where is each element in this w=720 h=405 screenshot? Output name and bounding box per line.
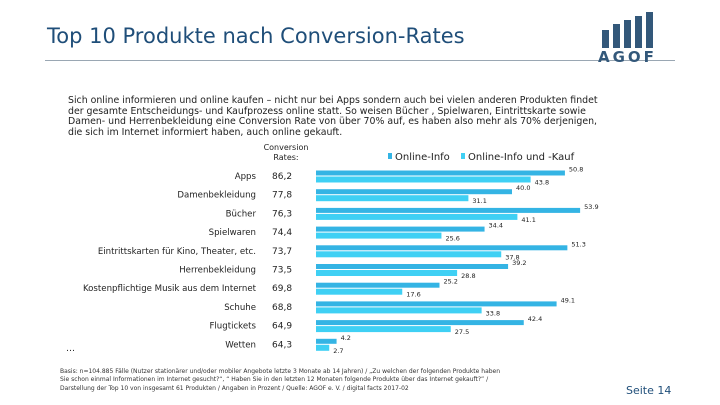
value-label-online-info-kauf-flugtickets: 27.5 — [455, 328, 469, 336]
intro-text: Sich online informieren und online kaufe… — [68, 95, 668, 138]
value-label-online-info-kauf-eintrittskarten-fuer-kino-theater-etc: 37.8 — [505, 253, 519, 261]
bar-online-info-kauf-kostenpflichtige-musik-aus-dem-internet — [316, 288, 403, 295]
legend-item-online-info: Online-Info — [388, 152, 450, 163]
category-label-eintrittskarten-fuer-kino-theater-etc: Eintrittskarten für Kino, Theater, etc. — [98, 247, 256, 257]
page-title: Top 10 Produkte nach Conversion-Rates — [47, 24, 465, 48]
bar-online-info-spielwaren — [316, 226, 485, 232]
value-label-online-info-herrenbekleidung: 39.2 — [512, 259, 526, 267]
bar-online-info-kauf-buecher — [316, 213, 518, 220]
footnote-line: Sie schon einmal Informationen im Intern… — [60, 376, 489, 384]
chart-legend: Online-Info Online-Info und -Kauf — [388, 152, 582, 163]
bar-online-info-kauf-spielwaren — [316, 232, 442, 239]
value-label-online-info-buecher: 53.9 — [584, 203, 598, 211]
value-label-online-info-kauf-kostenpflichtige-musik-aus-dem-internet: 17.6 — [406, 291, 420, 299]
bar-online-info-buecher — [316, 207, 581, 213]
category-label-wetten: Wetten — [225, 340, 256, 350]
legend-swatch — [460, 153, 465, 159]
bar-online-info-schuhe — [316, 301, 557, 307]
value-label-online-info-damenbekleidung: 40.0 — [516, 184, 530, 192]
bar-online-info-kostenpflichtige-musik-aus-dem-internet — [316, 282, 440, 288]
conversion-rate-spielwaren: 74,4 — [272, 228, 292, 238]
conversion-rate-schuhe: 68,8 — [272, 303, 292, 313]
category-label-herrenbekleidung: Herrenbekleidung — [179, 266, 256, 276]
conversion-rate-eintrittskarten-fuer-kino-theater-etc: 73,7 — [272, 247, 292, 257]
value-label-online-info-kauf-herrenbekleidung: 28.8 — [461, 272, 475, 280]
category-label-schuhe: Schuhe — [224, 303, 256, 313]
page-number: Seite 14 — [626, 384, 672, 397]
value-label-online-info-spielwaren: 34.4 — [489, 222, 503, 230]
value-label-online-info-kauf-apps: 43.8 — [535, 179, 549, 187]
intro-line: Sich online informieren und online kaufe… — [68, 95, 598, 106]
title-divider — [45, 60, 675, 61]
conversion-rate-damenbekleidung: 77,8 — [272, 191, 292, 201]
agof-logo-bars-icon — [602, 12, 653, 48]
value-label-online-info-flugtickets: 42.4 — [528, 315, 542, 323]
conversion-rates-header: Conversion Rates: — [263, 143, 309, 162]
category-label-apps: Apps — [235, 172, 257, 182]
bar-online-info-kauf-eintrittskarten-fuer-kino-theater-etc — [316, 251, 502, 258]
value-label-online-info-schuhe: 49.1 — [561, 296, 575, 304]
conversion-rate-buecher: 76,3 — [272, 209, 292, 219]
category-label-spielwaren: Spielwaren — [209, 228, 256, 238]
bar-online-info-kauf-damenbekleidung — [316, 195, 469, 202]
value-label-online-info-apps: 50.8 — [569, 166, 583, 174]
footnote-line: Basis: n=104.885 Fälle (Nutzer stationär… — [60, 368, 501, 375]
bar-online-info-flugtickets — [316, 320, 524, 326]
legend-item-online-info-kauf: Online-Info und -Kauf — [460, 152, 575, 163]
intro-line: der gesamte Entscheidungs- und Kaufproze… — [68, 105, 586, 117]
conversion-rate-wetten: 64,3 — [272, 340, 292, 350]
bar-online-info-kauf-flugtickets — [316, 326, 451, 333]
conversion-rate-flugtickets: 64,9 — [272, 322, 292, 332]
bar-online-info-wetten — [316, 338, 337, 344]
agof-logo: AGOF — [598, 48, 657, 66]
legend-label: Online-Info — [395, 152, 450, 163]
footnote: Basis: n=104.885 Fälle (Nutzer stationär… — [60, 368, 600, 393]
value-label-online-info-kostenpflichtige-musik-aus-dem-internet: 25.2 — [443, 278, 457, 286]
category-label-buecher: Bücher — [226, 209, 257, 219]
ellipsis: … — [66, 344, 75, 354]
bar-online-info-herrenbekleidung — [316, 264, 509, 269]
bar-online-info-eintrittskarten-fuer-kino-theater-etc — [316, 245, 568, 251]
value-label-online-info-eintrittskarten-fuer-kino-theater-etc: 51.3 — [571, 240, 585, 248]
intro-line: die sich im Internet informiert haben, a… — [68, 126, 343, 138]
value-label-online-info-kauf-wetten: 2.7 — [333, 347, 343, 355]
value-label-online-info-kauf-schuhe: 33.8 — [486, 309, 500, 317]
conversion-rate-herrenbekleidung: 73,5 — [272, 266, 292, 276]
bar-online-info-apps — [316, 170, 565, 176]
legend-label: Online-Info und -Kauf — [467, 152, 575, 163]
category-label-kostenpflichtige-musik-aus-dem-internet: Kostenpflichtige Musik aus dem Internet — [83, 284, 257, 294]
bar-online-info-damenbekleidung — [316, 189, 512, 195]
value-label-online-info-wetten: 4.2 — [341, 334, 351, 342]
value-label-online-info-kauf-spielwaren: 25.6 — [445, 235, 459, 243]
intro-line: Damen- und Herrenbekleidung eine Convers… — [68, 116, 598, 127]
bar-online-info-kauf-schuhe — [316, 307, 482, 314]
value-label-online-info-kauf-damenbekleidung: 31.1 — [472, 197, 486, 205]
bar-online-info-kauf-wetten — [316, 344, 330, 351]
category-label-flugtickets: Flugtickets — [209, 322, 256, 332]
legend-swatch — [388, 153, 392, 159]
conversion-rate-apps: 86,2 — [272, 172, 292, 182]
category-label-damenbekleidung: Damenbekleidung — [177, 191, 256, 201]
footnote-line: Darstellung der Top 10 von insgesamt 61 … — [60, 384, 409, 392]
value-label-online-info-kauf-buecher: 41.1 — [521, 216, 535, 224]
bar-online-info-kauf-herrenbekleidung — [316, 270, 458, 276]
bar-online-info-kauf-apps — [316, 176, 531, 183]
conversion-rate-kostenpflichtige-musik-aus-dem-internet: 69,8 — [272, 284, 292, 294]
